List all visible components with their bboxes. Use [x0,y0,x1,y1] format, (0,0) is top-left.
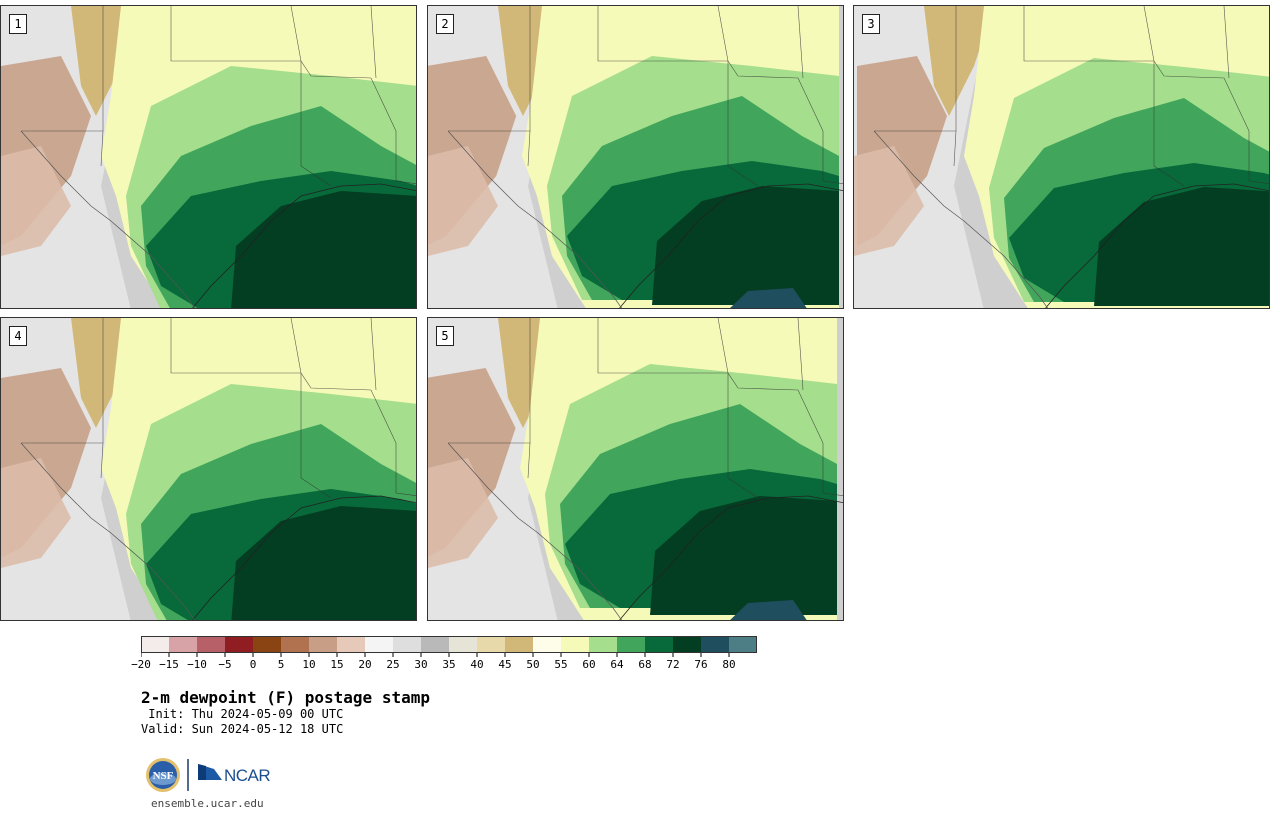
dewpoint-map [854,6,1269,308]
colorbar-swatch [421,636,450,653]
colorbar-swatch [533,636,562,653]
colorbar-tick-label: 35 [442,658,456,671]
colorbar-tick-label: 25 [386,658,400,671]
colorbar-tick-label: 5 [277,658,285,671]
colorbar-swatch [701,636,730,653]
dewpoint-map [1,318,416,620]
colorbar-swatch [673,636,702,653]
map-panel-4: 4 [0,317,417,621]
colorbar-swatch [309,636,338,653]
ncar-logo-icon: NCAR [198,764,271,785]
colorbar-tick-label: 0 [249,658,257,671]
colorbar-swatch [141,636,170,653]
colorbar-swatch [617,636,646,653]
colorbar-swatch [281,636,310,653]
colorbar-swatch [505,636,534,653]
colorbar-tick-label: 76 [694,658,708,671]
colorbar-tick-label: 55 [554,658,568,671]
dewpoint-map [1,6,416,308]
colorbar-tick-label: 80 [722,658,736,671]
colorbar-swatch [169,636,198,653]
logos: NSF NCAR [146,758,271,792]
colorbar-tick-label: 40 [470,658,484,671]
map-panel-3: 3 [853,5,1270,309]
colorbar-tick-label: 50 [526,658,540,671]
colorbar-tick-label: 60 [582,658,596,671]
colorbar-tick-label: −5 [218,658,232,671]
nsf-logo-icon: NSF [146,758,180,792]
panel-number-label: 5 [436,326,454,346]
colorbar-swatch [393,636,422,653]
panel-number-label: 4 [9,326,27,346]
colorbar-tick-label: 20 [358,658,372,671]
map-panel-1: 1 [0,5,417,309]
map-panel-2: 2 [427,5,844,309]
dewpoint-map [428,6,843,308]
panel-number-label: 3 [862,14,880,34]
colorbar-swatch [589,636,618,653]
init-time: Init: Thu 2024-05-09 00 UTC [141,707,344,721]
colorbar-swatch [253,636,282,653]
colorbar-tick-label: 10 [302,658,316,671]
colorbar-swatch [449,636,478,653]
colorbar-swatch [729,636,757,653]
colorbar-tick-label: 30 [414,658,428,671]
colorbar-swatch [225,636,254,653]
colorbar-swatch [337,636,366,653]
nsf-logo-text: NSF [153,770,174,782]
colorbar-swatch [645,636,674,653]
colorbar-tick-labels: −20 −15 −10 −5 0 5 10 15 20 25 30 35 40 45 50 55 60 64 68 7… [131,658,781,674]
colorbar-tick-label: 68 [638,658,652,671]
colorbar-tick-label: −15 [159,658,179,671]
colorbar [141,636,757,657]
colorbar-swatch [477,636,506,653]
colorbar-tick-label: −20 [131,658,151,671]
colorbar-tick-label: 72 [666,658,680,671]
colorbar-tick-label: 45 [498,658,512,671]
colorbar-swatch [561,636,590,653]
colorbar-tick-label: 15 [330,658,344,671]
colorbar-tick-label: 64 [610,658,624,671]
dewpoint-map [428,318,843,620]
figure-title: 2-m dewpoint (F) postage stamp [141,688,430,707]
ncar-logo-text: NCAR [224,766,270,785]
map-panel-5: 5 [427,317,844,621]
panel-number-label: 2 [436,14,454,34]
valid-time: Valid: Sun 2024-05-12 18 UTC [141,722,344,736]
panel-number-label: 1 [9,14,27,34]
colorbar-tick-label: −10 [187,658,207,671]
colorbar-swatch [197,636,226,653]
website-url: ensemble.ucar.edu [151,797,264,810]
colorbar-swatch [365,636,394,653]
